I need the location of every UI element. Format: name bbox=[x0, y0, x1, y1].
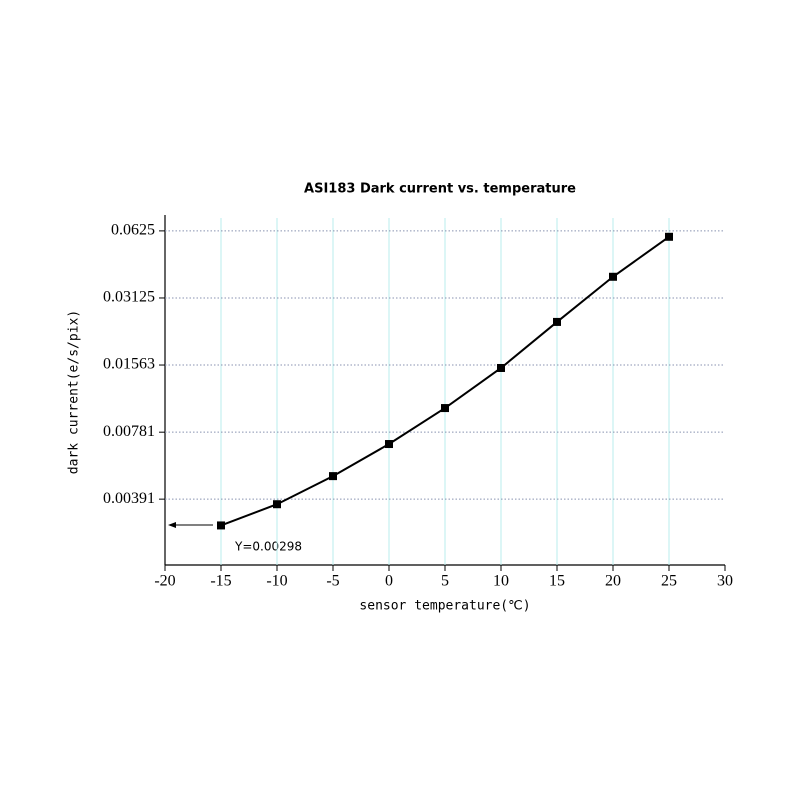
x-tick-label: 10 bbox=[493, 573, 509, 590]
x-tick-label: 0 bbox=[385, 573, 393, 590]
y-tick-label: 0.01563 bbox=[103, 356, 155, 373]
x-tick-label: 25 bbox=[661, 573, 677, 590]
x-tick-label: -20 bbox=[154, 573, 175, 590]
y-tick-label: 0.00391 bbox=[103, 490, 155, 507]
x-tick-label: 5 bbox=[441, 573, 449, 590]
x-tick-label: 30 bbox=[717, 573, 733, 590]
y-tick-label: 0.00781 bbox=[103, 423, 155, 440]
marker bbox=[441, 404, 449, 413]
x-tick-label: -10 bbox=[266, 573, 287, 590]
y-tick-label: 0.03125 bbox=[103, 289, 155, 306]
marker bbox=[217, 521, 225, 530]
marker bbox=[497, 363, 505, 372]
x-tick-label: -15 bbox=[210, 573, 231, 590]
x-tick-label: -5 bbox=[326, 573, 339, 590]
marker bbox=[385, 440, 393, 449]
x-tick-label: 20 bbox=[605, 573, 621, 590]
chart-title: ASI183 Dark current vs. temperature bbox=[304, 182, 576, 197]
y-axis-label: dark current(e/s/pix) bbox=[67, 310, 82, 474]
x-axis-label: sensor temperature(℃) bbox=[359, 599, 530, 614]
marker bbox=[665, 232, 673, 241]
annotation: Y=0.00298 bbox=[234, 540, 302, 554]
marker bbox=[273, 500, 281, 509]
marker bbox=[609, 272, 617, 281]
annotation-arrowhead bbox=[168, 522, 176, 528]
y-tick-label: 0.0625 bbox=[111, 222, 155, 239]
x-tick-label: 15 bbox=[549, 573, 565, 590]
marker bbox=[553, 317, 561, 326]
marker bbox=[329, 472, 337, 481]
